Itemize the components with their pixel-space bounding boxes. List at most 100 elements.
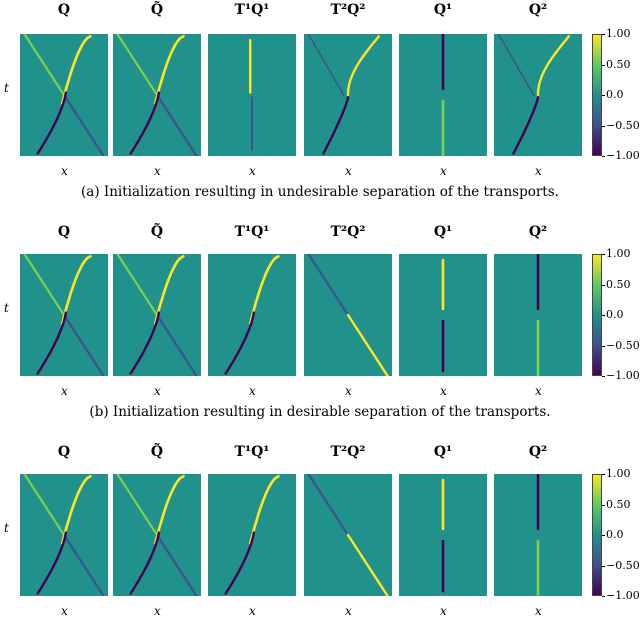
colorbar-tick-mark	[602, 474, 605, 475]
colorbar-tick-mark	[602, 565, 605, 567]
panel-title: T¹Q¹	[234, 444, 270, 460]
transport-stroke	[129, 311, 160, 375]
x-axis-label: x	[440, 164, 447, 178]
colorbar-tick-label: 1.00	[606, 467, 631, 480]
colorbar-tick-label: 0.50	[606, 497, 631, 511]
transport-stroke	[62, 313, 105, 376]
transport-stroke	[129, 531, 160, 595]
transport-stroke	[36, 311, 67, 375]
heatmap-panel	[208, 254, 296, 376]
colorbar-tick-label: −1.00	[606, 589, 640, 602]
heatmap-panel	[494, 254, 582, 376]
t-axis-label: t	[4, 301, 9, 315]
heatmap-panel	[494, 474, 582, 596]
colorbar	[592, 254, 602, 376]
heatmap-panel	[113, 254, 201, 376]
t-axis-label: t	[4, 81, 9, 95]
colorbar-tick-label: 0.50	[606, 57, 631, 71]
colorbar-tick-mark	[602, 596, 605, 597]
colorbar-tick-label: 0.0	[606, 528, 624, 541]
heatmap-panel	[113, 34, 201, 156]
transport-stroke	[346, 35, 380, 97]
transport-stroke	[346, 533, 389, 596]
x-axis-label: x	[440, 384, 447, 398]
x-axis-label: x	[535, 164, 542, 178]
transport-stroke	[36, 91, 67, 155]
colorbar-tick-label: −0.50	[606, 118, 640, 132]
panel-title: Q	[57, 2, 71, 18]
transport-stroke	[116, 34, 159, 97]
heatmap-panel	[399, 474, 487, 596]
subfigure-caption: (b) Initialization resulting in desirabl…	[89, 404, 551, 420]
x-axis-label: x	[345, 164, 352, 178]
heatmap-panel	[399, 254, 487, 376]
transport-stroke	[497, 34, 535, 96]
colorbar-tick-mark	[602, 156, 605, 157]
transport-stroke	[346, 313, 389, 376]
x-axis-label: x	[61, 384, 68, 398]
heatmap-panel	[20, 254, 108, 376]
panel-title: T¹Q¹	[234, 224, 270, 240]
transport-stroke	[116, 474, 159, 537]
panel-title: Q¹	[433, 224, 453, 240]
panel-title: Q¹	[433, 444, 453, 460]
transport-stroke	[512, 96, 540, 155]
colorbar-tick-label: −0.50	[606, 338, 640, 352]
colorbar-tick-label: −0.50	[606, 558, 640, 572]
colorbar-tick-label: 1.00	[606, 27, 631, 40]
panel-title: Q²	[528, 2, 548, 18]
panel-title: Q̃	[150, 444, 164, 460]
heatmap-panel	[399, 34, 487, 156]
x-axis-label: x	[249, 604, 256, 618]
colorbar-tick-mark	[602, 254, 605, 255]
panel-title: Q²	[528, 224, 548, 240]
transport-stroke	[62, 93, 105, 156]
colorbar-tick-label: 0.50	[606, 277, 631, 291]
transport-stroke	[36, 531, 67, 595]
transport-stroke	[307, 34, 345, 96]
transport-stroke	[155, 533, 198, 596]
transport-stroke	[307, 474, 350, 537]
heatmap-panel	[304, 34, 392, 156]
colorbar-tick-mark	[602, 34, 605, 35]
transport-stroke	[224, 311, 255, 375]
transport-stroke	[23, 254, 66, 317]
x-axis-label: x	[61, 604, 68, 618]
panel-title: T²Q²	[330, 224, 366, 240]
transport-stroke	[23, 34, 66, 97]
transport-stroke	[536, 35, 570, 97]
x-axis-label: x	[535, 604, 542, 618]
colorbar-tick-label: 0.0	[606, 88, 624, 101]
x-axis-label: x	[535, 384, 542, 398]
x-axis-label: x	[440, 604, 447, 618]
heatmap-panel	[20, 474, 108, 596]
panel-title: T¹Q¹	[234, 2, 270, 18]
heatmap-panel	[494, 34, 582, 156]
panel-title: T²Q²	[330, 444, 366, 460]
panel-title: T²Q²	[330, 2, 366, 18]
transport-stroke	[307, 254, 350, 317]
x-axis-label: x	[345, 384, 352, 398]
heatmap-panel	[304, 474, 392, 596]
x-axis-label: x	[154, 384, 161, 398]
t-axis-label: t	[4, 521, 9, 535]
colorbar-tick-mark	[602, 315, 605, 316]
panel-title: Q¹	[433, 2, 453, 18]
x-axis-label: x	[154, 164, 161, 178]
heatmap-panel	[304, 254, 392, 376]
colorbar-tick-label: −1.00	[606, 149, 640, 162]
x-axis-label: x	[249, 164, 256, 178]
colorbar-tick-mark	[602, 535, 605, 536]
colorbar-tick-mark	[602, 376, 605, 377]
x-axis-label: x	[61, 164, 68, 178]
heatmap-panel	[208, 34, 296, 156]
x-axis-label: x	[345, 604, 352, 618]
transport-stroke	[224, 531, 255, 595]
colorbar-tick-mark	[602, 95, 605, 96]
panel-title: Q	[57, 444, 71, 460]
heatmap-panel	[20, 34, 108, 156]
x-axis-label: x	[249, 384, 256, 398]
panel-title: Q²	[528, 444, 548, 460]
transport-stroke	[62, 533, 105, 596]
